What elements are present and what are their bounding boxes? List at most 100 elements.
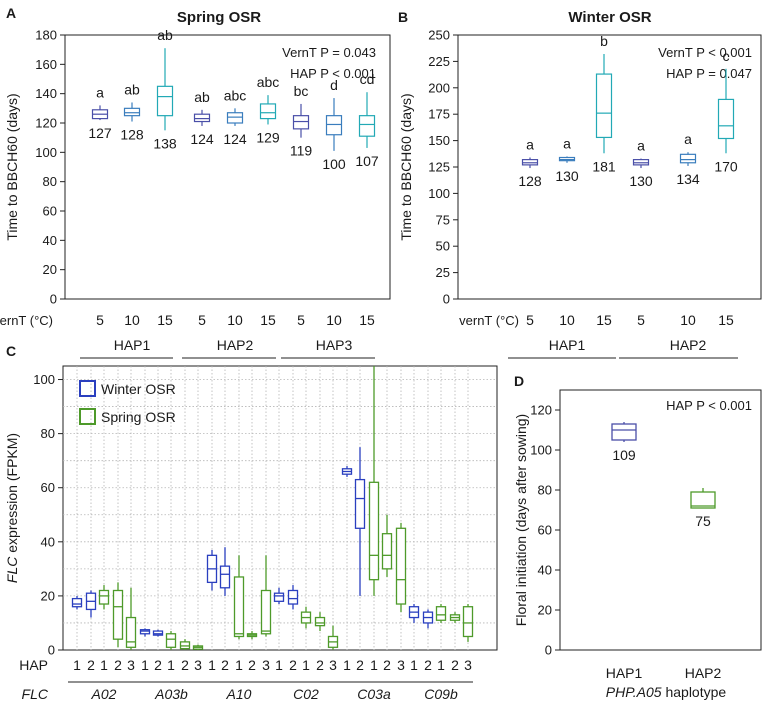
- value-label: 134: [676, 171, 700, 187]
- panel-c-flc-row-label: FLC: [22, 686, 49, 702]
- panel-d-yaxis: 0 20 40 60 80 100 120: [530, 403, 560, 658]
- y-tick-label: 0: [545, 643, 552, 658]
- box-body: [717, 98, 735, 140]
- y-tick-label: 160: [35, 57, 57, 72]
- y-tick-label: 20: [538, 603, 552, 618]
- significance-letter: c: [723, 48, 730, 64]
- panel-b-vernt-label: vernT (°C): [459, 313, 519, 328]
- hap-tick-label: 2: [289, 657, 297, 673]
- x-tick-label: 5: [297, 312, 305, 328]
- significance-letter: b: [600, 33, 608, 49]
- hap-group-label: HAP1: [549, 337, 586, 353]
- y-tick-label: 60: [41, 480, 55, 495]
- panel-b-title: Winter OSR: [568, 9, 651, 26]
- value-label: 138: [153, 135, 177, 151]
- gene-label: A03b: [154, 686, 188, 702]
- panel-a-annotation-vernt: VernT P = 0.043: [282, 45, 376, 60]
- hap-tick-label: 1: [167, 657, 175, 673]
- y-tick-label: 100: [35, 145, 57, 160]
- y-tick-label: 100: [33, 372, 55, 387]
- value-label: 119: [290, 143, 313, 159]
- y-tick-label: 80: [41, 426, 55, 441]
- significance-letter: cd: [360, 71, 375, 87]
- panel-label-c: C: [6, 343, 16, 359]
- significance-letter: a: [637, 138, 645, 154]
- hap-tick-label: 3: [397, 657, 405, 673]
- value-label: 124: [190, 131, 214, 147]
- significance-letter: ab: [124, 81, 140, 97]
- hap-tick-label: 2: [154, 657, 162, 673]
- legend-label-winter: Winter OSR: [101, 381, 176, 397]
- hap-tick-label: 1: [275, 657, 283, 673]
- panel-a-annotation-hap: HAP P < 0.001: [290, 66, 376, 81]
- y-tick-label: 120: [530, 403, 552, 418]
- hap-group-label: HAP2: [217, 337, 254, 353]
- y-tick-label: 0: [48, 643, 55, 658]
- box-body: [98, 589, 110, 605]
- hap-tick-label: 1: [73, 657, 81, 673]
- y-tick-label: 175: [428, 107, 450, 122]
- box-body: [690, 491, 716, 509]
- y-tick-label: 80: [538, 483, 552, 498]
- value-label: 170: [714, 158, 738, 174]
- hap-tick-label: 3: [127, 657, 135, 673]
- legend-label-spring: Spring OSR: [101, 409, 176, 425]
- box-body: [287, 589, 299, 605]
- panel-d-boxes: 109 HAP1 75 HAP2: [606, 422, 722, 681]
- hap-group-label: HAP2: [670, 337, 707, 353]
- panel-b-annotation-vernt: VernT P < 0.001: [658, 45, 752, 60]
- y-tick-label: 40: [43, 233, 57, 248]
- y-tick-label: 20: [43, 262, 57, 277]
- box-body: [679, 153, 697, 164]
- hap-tick-label: 3: [464, 657, 472, 673]
- gene-label: C09b: [424, 686, 458, 702]
- x-tick-label: 15: [596, 312, 612, 328]
- x-tick-label: 10: [680, 312, 696, 328]
- hap-tick-label: 2: [181, 657, 189, 673]
- box-body: [368, 481, 380, 581]
- value-label: 181: [592, 158, 616, 174]
- panel-d-xlabel-italic: PHP.A05: [606, 684, 662, 700]
- box-body: [462, 606, 474, 638]
- hap-tick-label: 3: [329, 657, 337, 673]
- box-body: [273, 592, 285, 602]
- box-body: [259, 103, 277, 120]
- panel-c-ylabel: FLC expression (FPKM): [4, 433, 20, 583]
- value-label: 100: [322, 156, 346, 172]
- panel-a-spring-osr: Spring OSR Time to BBCH60 (days) VernT P…: [0, 9, 391, 359]
- x-tick-label: 15: [260, 312, 276, 328]
- hap-tick-label: 3: [194, 657, 202, 673]
- box-body: [156, 85, 174, 117]
- gene-label: A10: [226, 686, 252, 702]
- panel-d-ylabel: Floral initiation (days after sowing): [513, 414, 529, 626]
- significance-letter: a: [684, 131, 692, 147]
- panel-b-ylabel: Time to BBCH60 (days): [398, 93, 414, 240]
- box-body: [595, 73, 613, 139]
- box-body: [358, 115, 376, 137]
- panel-c-yaxis: 0 20 40 60 80 100: [33, 372, 63, 658]
- hap-tick-label: 2: [316, 657, 324, 673]
- y-tick-label: 100: [530, 443, 552, 458]
- y-tick-label: 250: [428, 28, 450, 43]
- hap-group-label: HAP3: [316, 337, 353, 353]
- box-body: [260, 589, 272, 635]
- hap-tick-label: 2: [114, 657, 122, 673]
- x-tick-label: HAP2: [685, 665, 722, 681]
- panel-a-title: Spring OSR: [177, 9, 261, 26]
- y-tick-label: 60: [43, 204, 57, 219]
- panel-c-ylabel-italic: FLC: [4, 556, 20, 583]
- hap-tick-label: 2: [221, 657, 229, 673]
- y-tick-label: 180: [35, 28, 57, 43]
- panel-c-frame: [62, 365, 498, 651]
- panel-a-ylabel: Time to BBCH60 (days): [4, 93, 20, 240]
- significance-letter: a: [526, 136, 534, 152]
- panel-d-xlabel: PHP.A05 haplotype: [606, 684, 727, 700]
- hap-tick-label: 2: [248, 657, 256, 673]
- y-tick-label: 75: [436, 212, 450, 227]
- hap-tick-label: 2: [424, 657, 432, 673]
- box-body: [125, 616, 137, 648]
- panel-b-winter-osr: Winter OSR Time to BBCH60 (days) VernT P…: [398, 9, 762, 359]
- y-tick-label: 200: [428, 80, 450, 95]
- box-body: [395, 527, 407, 605]
- panel-d-frame: [559, 389, 762, 651]
